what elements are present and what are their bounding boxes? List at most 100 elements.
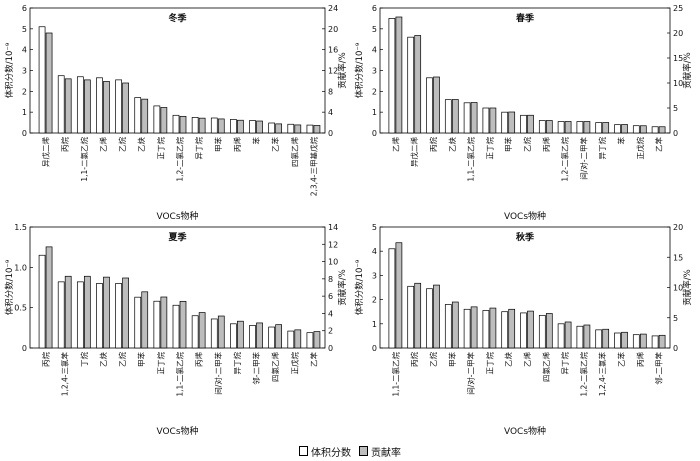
category-label: 1,2-二氯乙烷 [560, 137, 570, 182]
category-label: 丙烯 [194, 352, 204, 367]
y2-tick-label: 16 [328, 46, 338, 55]
chart-title: 春季 [515, 12, 535, 24]
category-label: 丙烷 [60, 137, 70, 152]
bar-contribution [583, 324, 591, 349]
category-label: 正丁烷 [484, 352, 494, 375]
legend-item-volume: 体积分数 [299, 444, 351, 459]
bar-volume [520, 114, 527, 134]
legend-label-contribution: 贡献率 [371, 447, 401, 459]
category-label: 正丁烷 [484, 137, 494, 160]
category-label: 四氯乙烯 [289, 137, 299, 167]
bar-volume [306, 332, 314, 349]
category-label: 乙炔 [98, 352, 108, 367]
y-tick-label: 2 [22, 87, 27, 96]
category-label: 苯 [616, 137, 626, 145]
bar-contribution [103, 276, 110, 349]
legend-item-contribution: 贡献率 [359, 444, 401, 459]
y-tick-label: 5 [372, 25, 377, 34]
bar-volume [76, 281, 84, 349]
y-tick-label: 3 [372, 67, 377, 76]
y2-tick-label: 20 [328, 25, 338, 34]
y2-tick-label: 4 [328, 309, 333, 318]
y2-tick-label: 10 [673, 79, 683, 88]
y-tick-label: 0.5 [14, 304, 27, 313]
bar-contribution [602, 122, 610, 134]
y2-tick-label: 5 [673, 314, 678, 323]
bar-volume [538, 120, 546, 134]
y-tick-label: 3 [22, 67, 27, 76]
bar-contribution [179, 115, 187, 134]
category-label: 丙烯 [541, 137, 551, 152]
bar-contribution [217, 118, 225, 134]
chart-panel-3: 秋季 0 1 2 3 4 5 0 5 10 15 20 体积分数/10⁻⁹ 贡献率/% 1,1-二氯乙烷 丙烷… [354, 223, 693, 437]
bar-contribution [179, 300, 187, 349]
bar-contribution [564, 121, 572, 134]
category-label: 1,1-二氯乙烷 [466, 137, 476, 182]
bar-volume [76, 76, 84, 134]
category-label: 四氯乙烯 [270, 352, 280, 382]
bar-contribution [313, 331, 321, 349]
legend: 体积分数 贡献率 [0, 443, 700, 459]
bar-contribution [489, 307, 497, 349]
x-axis-label: VOCs物种 [504, 425, 546, 437]
bar-volume [230, 323, 237, 349]
bar-contribution [508, 308, 516, 349]
y-axis-label: 体积分数/10⁻⁹ [4, 259, 15, 315]
bar-volume [595, 122, 603, 134]
y2-tick-label: 25 [673, 4, 683, 13]
bar-contribution [83, 275, 91, 349]
y2-tick-label: 0 [673, 344, 678, 353]
y-axis-label: 体积分数/10⁻⁹ [354, 42, 365, 98]
y-tick-label: 1 [372, 108, 377, 117]
bar-contribution [198, 117, 206, 134]
bar-volume [501, 311, 509, 349]
category-label: 丙烯 [232, 137, 242, 152]
y2-tick-label: 24 [328, 4, 338, 13]
category-label: 乙烷 [117, 352, 127, 367]
bar-contribution [294, 329, 302, 349]
bar-contribution [160, 107, 168, 134]
bar-contribution [217, 315, 225, 349]
bar-contribution [275, 123, 283, 134]
category-label: 1,2-二氯乙烷 [175, 137, 185, 182]
y2-tick-label: 12 [328, 67, 338, 76]
y2-axis-label: 贡献率/% [337, 52, 348, 88]
bar-contribution [237, 119, 244, 134]
y-tick-label: 2 [372, 87, 377, 96]
chart-panel-1: 春季01234560510152025体积分数/10⁻⁹ 贡献率/%乙烯 异戊二烯丙… [354, 4, 693, 222]
legend-label-volume: 体积分数 [311, 447, 351, 459]
bar-volume [632, 334, 640, 349]
category-label: 邻-二甲苯 [654, 352, 664, 385]
bar-volume [57, 75, 65, 134]
bar-volume [249, 120, 256, 134]
bar-volume [38, 26, 46, 134]
bar-contribution [395, 16, 403, 134]
bar-contribution [237, 320, 244, 349]
y2-tick-label: 5 [673, 104, 678, 113]
y2-tick-label: 10 [673, 284, 683, 293]
chart-title: 秋季 [515, 231, 535, 243]
y2-tick-label: 0 [673, 129, 678, 138]
legend-swatch-contribution [359, 446, 368, 456]
y2-axis-label: 贡献率/% [337, 269, 348, 305]
category-label: 异丁烷 [194, 137, 204, 160]
bar-volume [557, 121, 565, 134]
bar-volume [651, 335, 659, 349]
category-label: 乙烯 [98, 137, 108, 152]
category-label: 2,3,4-三甲基戊烷 [308, 137, 318, 197]
category-label: 苯 [251, 137, 261, 145]
bar-volume [651, 126, 659, 134]
y2-axis-label: 贡献率/% [682, 269, 693, 305]
bar-volume [210, 117, 218, 134]
category-label: 1,1-二氯乙烷 [175, 352, 185, 397]
category-label: 异丁烷 [597, 137, 607, 160]
category-label: 正丁烷 [155, 352, 165, 375]
bar-contribution [122, 82, 129, 134]
bar-contribution [256, 322, 263, 349]
bar-volume [287, 123, 295, 134]
category-label: 丙烷 [41, 352, 51, 367]
bar-volume [191, 315, 199, 349]
x-axis-label: VOCs物种 [504, 210, 546, 222]
bar-volume [482, 107, 490, 134]
